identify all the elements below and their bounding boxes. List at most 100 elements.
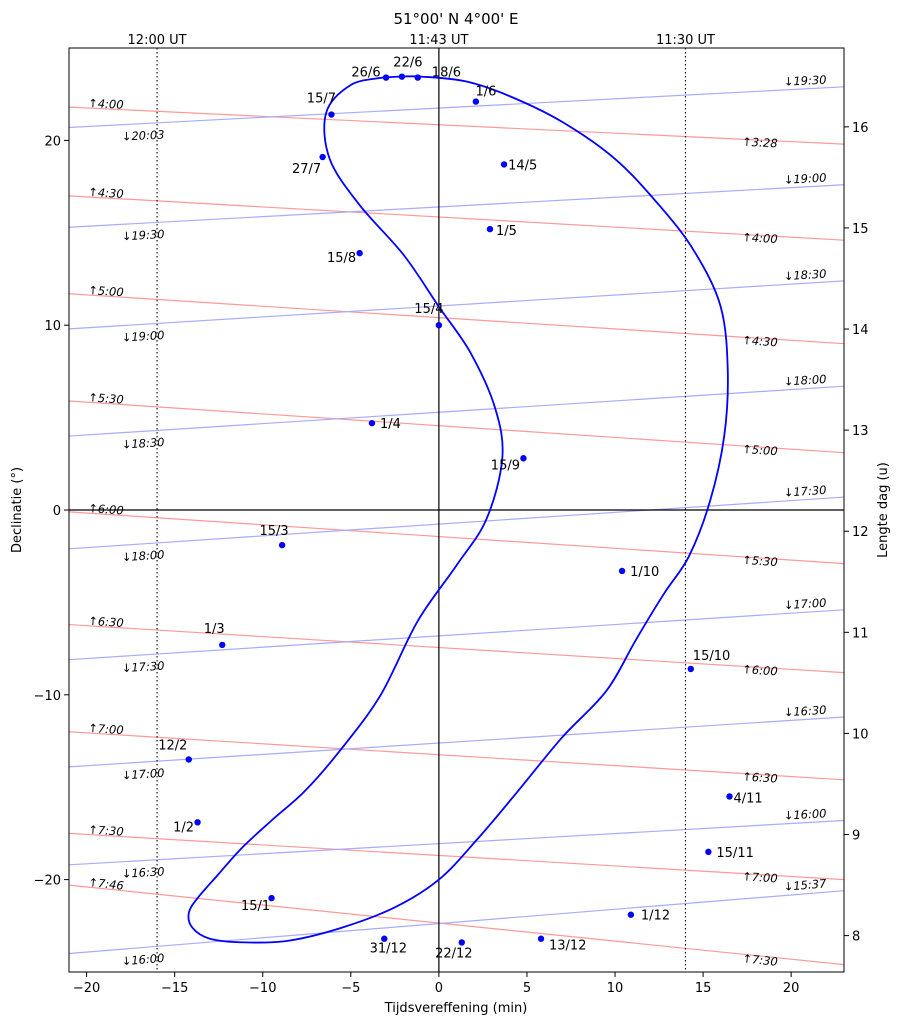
date-label: 18/6 (432, 66, 461, 81)
date-label: 1/10 (630, 565, 659, 580)
date-label: 15/1 (241, 899, 270, 914)
sunset-left-label: ↓19:00 (121, 328, 165, 345)
x-tick-label: 5 (523, 981, 531, 996)
x-tick-label: −15 (161, 981, 188, 996)
date-point (328, 111, 335, 118)
sunset-right-label: ↓18:30 (783, 267, 827, 284)
date-point (414, 74, 421, 81)
y2-axis-label: Lengte dag (u) (876, 462, 891, 558)
date-label: 15/11 (716, 846, 753, 861)
date-label: 26/6 (351, 66, 380, 81)
sunset-line (69, 86, 844, 129)
date-label: 15/10 (693, 649, 730, 664)
x-axis: −20 −15 −10 −5 0 5 10 15 20 (73, 972, 800, 996)
sunset-line (69, 280, 844, 330)
daylength-labels: ↑4:00 ↑3:28 ↑4:30 ↑4:00 ↑5:00 ↑4:30 ↑5:30 ↑5:00… (88, 73, 828, 969)
y-tick-label: 0 (53, 504, 61, 519)
sunrise-line (69, 195, 844, 241)
top-time-label: 11:43 UT (409, 33, 468, 48)
date-label: 13/12 (549, 939, 586, 954)
y2-tick-label: 15 (852, 222, 869, 237)
reference-lines (69, 48, 844, 972)
date-point (627, 911, 635, 918)
sunrise-line (69, 400, 844, 454)
y2-tick-label: 11 (852, 626, 869, 641)
date-label: 22/6 (393, 56, 422, 71)
sunset-right-label: ↓19:30 (783, 73, 826, 89)
y2-tick-label: 9 (852, 829, 860, 844)
date-label: 4/11 (734, 791, 763, 806)
date-point (382, 74, 390, 81)
sunrise-left-label: ↑7:30 (88, 823, 124, 839)
y2-tick-label: 12 (852, 525, 869, 540)
x-tick-label: 20 (783, 981, 800, 996)
sunrise-right-label: ↑6:00 (742, 662, 778, 678)
date-label: 12/2 (158, 739, 187, 754)
y-tick-label: 10 (44, 319, 61, 334)
y2-axis: 8 9 10 11 12 13 14 15 16 (844, 121, 869, 945)
date-label: 1/3 (204, 622, 225, 637)
sunrise-left-label: ↑6:00 (88, 501, 124, 517)
sunset-line (69, 496, 844, 550)
sunset-left-label: ↓18:30 (121, 435, 165, 452)
sunrise-right-label: ↑7:30 (742, 951, 779, 969)
sunrise-left-label: ↑4:30 (88, 185, 124, 201)
y-tick-label: −20 (34, 874, 61, 889)
sunrise-line (69, 511, 844, 565)
sunset-left-label: ↓17:00 (121, 766, 165, 783)
x-tick-label: 15 (695, 981, 712, 996)
y2-tick-label: 10 (852, 727, 869, 742)
date-label: 1/4 (380, 417, 401, 432)
date-label: 15/7 (307, 92, 336, 107)
sunset-line (69, 716, 844, 768)
sunset-left-label: ↓19:30 (121, 227, 164, 243)
date-point (705, 848, 712, 856)
x-tick-label: −5 (341, 981, 360, 996)
date-point (368, 419, 376, 427)
sunrise-right-label: ↑7:00 (742, 869, 778, 885)
sunrise-left-label: ↑5:30 (88, 390, 124, 406)
y-tick-label: −10 (34, 689, 61, 704)
date-point (219, 641, 226, 649)
x-tick-label: 10 (607, 981, 624, 996)
analemma-path (187, 75, 729, 944)
sunrise-left-label: ↑7:00 (88, 721, 124, 737)
y2-tick-label: 13 (852, 424, 869, 439)
sunset-left-label: ↓17:30 (121, 659, 165, 676)
y2-tick-label: 8 (852, 930, 860, 945)
date-point (278, 541, 286, 549)
y2-tick-label: 16 (852, 121, 869, 136)
sunrise-left-label: ↑7:46 (88, 875, 125, 893)
date-point (458, 939, 465, 946)
sunrise-line (69, 623, 844, 674)
sunrise-right-label: ↑4:00 (742, 230, 778, 246)
date-point (381, 935, 388, 942)
sunset-lines (69, 86, 844, 955)
sunset-right-label: ↓18:00 (783, 372, 827, 389)
sunset-line (69, 385, 844, 437)
sunset-right-label: ↓15:37 (783, 876, 827, 893)
sunset-right-label: ↓16:00 (783, 806, 827, 822)
sunrise-line (69, 832, 844, 881)
sunrise-right-label: ↑5:00 (742, 442, 778, 458)
date-point (356, 249, 363, 257)
sunrise-right-label: ↑5:30 (742, 553, 778, 569)
sunset-left-label: ↓16:00 (121, 951, 165, 968)
y-axis-label: Declinatie (°) (10, 467, 25, 553)
sunset-left-label: ↓20:03 (121, 127, 164, 143)
date-label: 1/12 (641, 909, 670, 924)
sunrise-right-label: ↑6:30 (742, 769, 778, 785)
x-tick-label: −10 (249, 981, 276, 996)
y2-tick-label: 14 (852, 323, 869, 338)
date-point (185, 756, 192, 763)
top-time-label: 12:00 UT (128, 33, 187, 48)
date-label: 15/8 (327, 251, 356, 266)
x-tick-label: 0 (435, 981, 443, 996)
sunset-line (69, 184, 844, 228)
sunset-right-label: ↓16:30 (783, 703, 827, 720)
date-point (435, 322, 443, 329)
sunrise-lines (69, 106, 844, 966)
sunset-line (69, 819, 844, 866)
sunrise-line (69, 731, 844, 781)
